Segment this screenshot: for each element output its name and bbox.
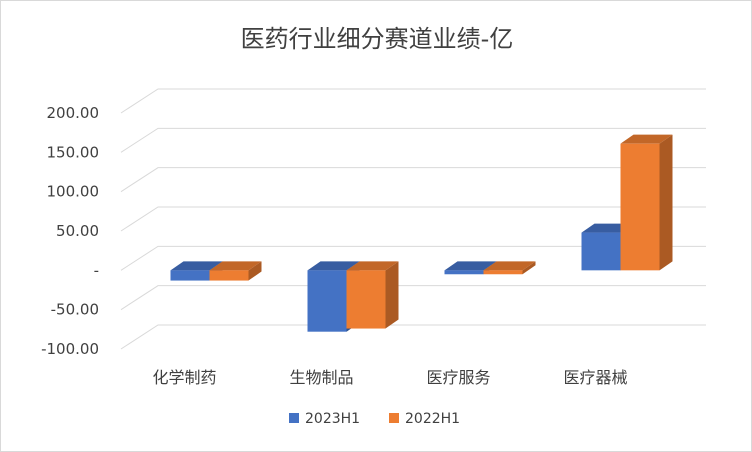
bar-top [483,261,536,271]
gridline-2 [120,245,706,271]
bar-side [659,134,673,271]
x-category-label: 医疗服务 [426,368,490,387]
y-tick-label: 150.00 [47,143,100,161]
bar-2022H1-化学制药 [209,261,262,281]
legend-item-2022H1: 2022H1 [389,411,460,427]
legend: 2023H1 2022H1 [289,411,460,427]
bar-top [307,261,360,271]
bar-front [620,143,660,271]
bar-top [209,261,262,271]
legend-label: 2022H1 [405,411,460,427]
gridline-0 [120,324,706,350]
bar-side [385,261,399,329]
y-tick-label: 50.00 [56,222,99,240]
gridline-3 [120,206,706,232]
legend-swatch [289,413,299,423]
bar-2022H1-医疗服务 [483,261,536,275]
y-tick-label: 200.00 [47,104,100,122]
bar-front [346,270,386,329]
gridline-4 [120,167,706,193]
legend-swatch [389,413,399,423]
gridline-6 [120,88,706,114]
bar-front [170,270,210,281]
gridline-1 [120,285,706,311]
bar-side [248,261,262,281]
bar-top [620,134,673,144]
bar-front [307,270,347,332]
gridlines [120,88,706,350]
bar-front [483,270,523,275]
bar-2022H1-生物制品 [346,261,399,329]
bar-top [346,261,399,271]
x-category-label: 生物制品 [289,368,353,387]
bar-2022H1-医疗器械 [620,134,673,271]
y-tick-label: 100.00 [47,183,100,201]
y-tick-label: -50.00 [51,301,99,319]
y-tick-label: -100.00 [41,340,99,358]
bar-front [444,270,484,275]
bar-front [581,232,621,271]
legend-item-2023H1: 2023H1 [289,411,360,427]
legend-label: 2023H1 [305,411,360,427]
bar-side [522,261,536,275]
gridline-5 [120,127,706,153]
x-category-label: 化学制药 [152,368,216,387]
bar-top [444,261,497,271]
bars [170,134,673,332]
bar-top [170,261,223,271]
chart-title: 医药行业细分赛道业绩-亿 [241,25,514,53]
x-category-label: 医疗器械 [563,368,627,387]
bar-front [209,270,249,281]
x-axis: 化学制药 生物制品 医疗服务 医疗器械 [152,368,627,387]
y-tick-label: - [94,261,99,279]
